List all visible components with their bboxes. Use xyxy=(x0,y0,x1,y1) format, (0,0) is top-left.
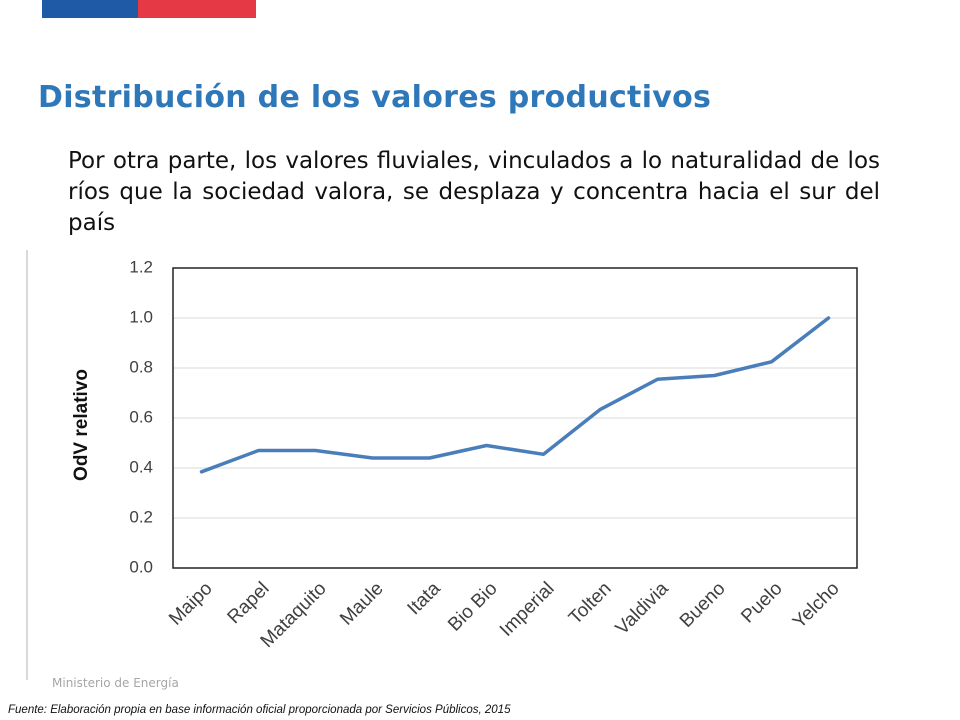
x-tick-label: Valdivia xyxy=(612,578,673,639)
y-tick-labels: 0.0 0.2 0.4 0.6 0.8 1.0 1.2 xyxy=(129,257,153,576)
y-tick-label: 1.0 xyxy=(129,307,153,326)
x-tick-label: Puelo xyxy=(737,578,786,627)
y-tick-label: 0.0 xyxy=(129,557,153,576)
x-tick-label: Maipo xyxy=(165,578,216,629)
source-footnote: Fuente: Elaboración propia en base infor… xyxy=(8,704,511,716)
x-tick-label: Bio Bio xyxy=(444,578,501,635)
body-text: Por otra parte, los valores fluviales, v… xyxy=(68,148,880,236)
flag-red-stripe xyxy=(138,0,256,18)
x-tick-label: Rapel xyxy=(224,578,274,628)
y-tick-label: 0.4 xyxy=(129,457,153,476)
y-tick-label: 1.2 xyxy=(129,257,153,276)
chart-gridlines xyxy=(173,317,857,519)
plot-area-border xyxy=(172,267,858,569)
series-lines xyxy=(199,316,831,474)
x-tick-label: Imperial xyxy=(496,578,559,641)
y-tick-label: 0.2 xyxy=(129,507,153,526)
y-tick-label: 0.6 xyxy=(129,407,153,426)
flag-blue-stripe xyxy=(42,0,138,18)
y-axis-label: OdV relativo xyxy=(71,369,92,481)
line-chart: 0.00.20.40.60.81.01.2 Maipo RapelMataquit… xyxy=(71,257,858,652)
ministerio-label: Ministerio de Energía xyxy=(52,676,179,690)
x-tick-label: Itata xyxy=(404,578,445,619)
x-tick-label: Yelcho xyxy=(789,578,844,633)
left-divider xyxy=(26,250,28,680)
x-tick-label: Maule xyxy=(336,578,387,629)
y-tick-label: 0.8 xyxy=(129,357,153,376)
series-line xyxy=(199,316,831,474)
x-tick-label: Bueno xyxy=(676,578,730,632)
x-tick-label: Tolten xyxy=(565,578,616,629)
page-title: Distribución de los valores productivos xyxy=(38,80,712,115)
